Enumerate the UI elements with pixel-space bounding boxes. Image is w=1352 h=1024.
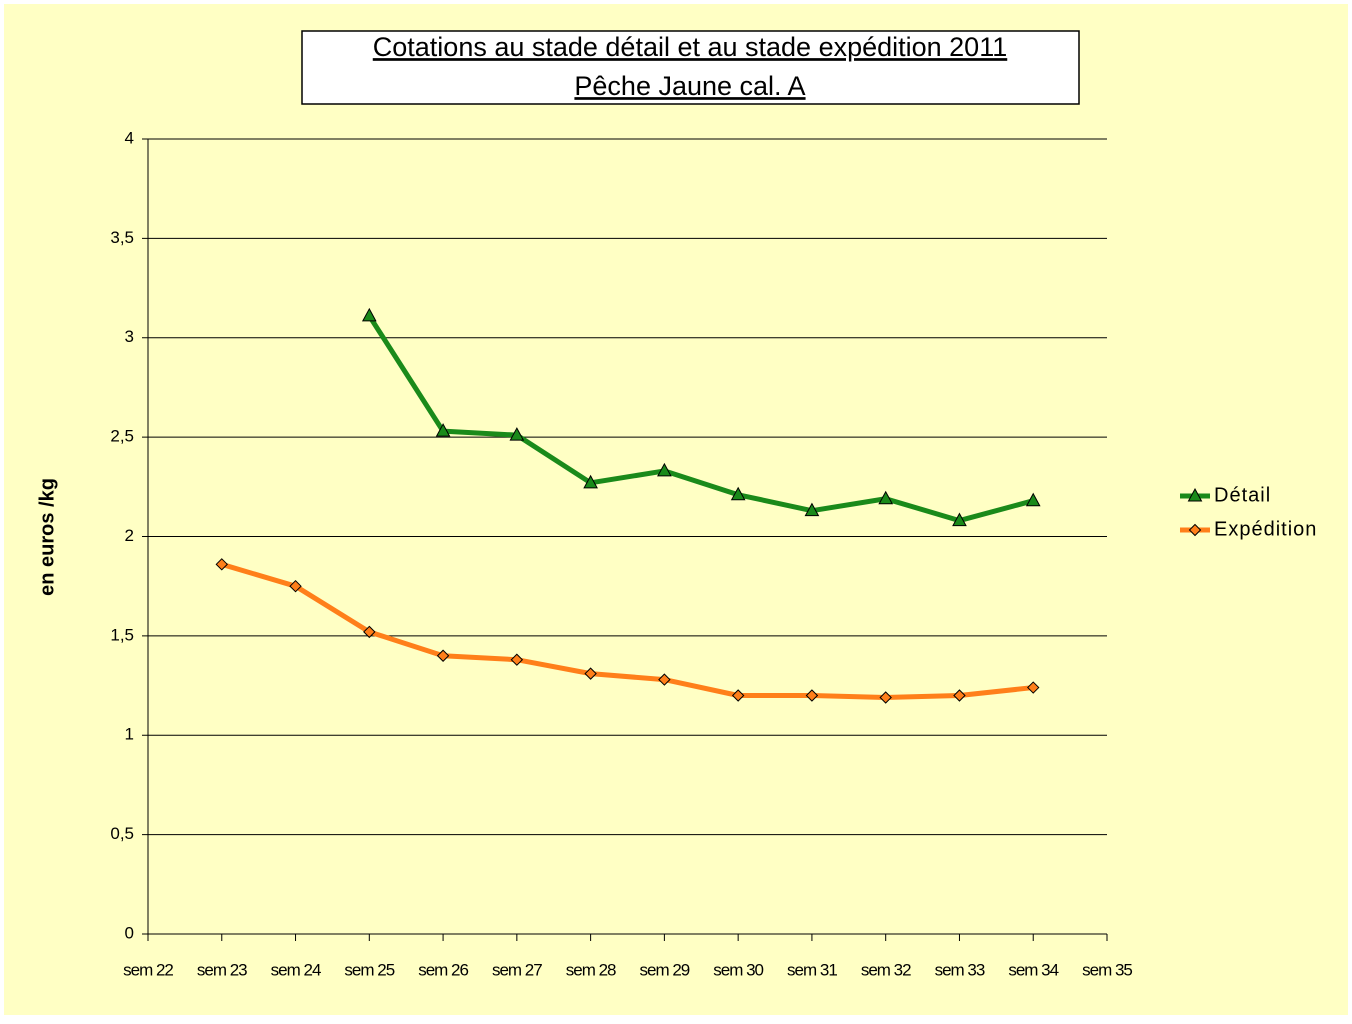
data-point <box>289 579 302 593</box>
y-tick-label: 0 <box>125 923 134 942</box>
data-point <box>509 427 525 441</box>
legend-label: Détail <box>1214 484 1271 506</box>
y-tick-label: 1 <box>125 725 134 744</box>
data-point <box>363 625 376 639</box>
y-tick-label: 0,5 <box>110 824 134 843</box>
data-point <box>805 689 819 702</box>
x-tick-label: sem 28 <box>566 960 616 979</box>
y-tick-label: 4 <box>125 128 134 147</box>
data-point <box>1027 681 1040 694</box>
x-tick-label: sem 35 <box>1082 960 1132 979</box>
y-tick-label: 3 <box>125 327 134 346</box>
data-point <box>879 691 892 704</box>
x-tick-label: sem 26 <box>418 960 468 979</box>
data-point <box>436 649 450 662</box>
data-point <box>952 512 967 527</box>
legend-marker <box>1188 523 1202 537</box>
data-point <box>730 486 746 501</box>
data-point <box>435 423 451 437</box>
x-tick-label: sem 30 <box>713 960 763 979</box>
x-tick-label: sem 27 <box>492 960 542 979</box>
title-box <box>301 30 1080 105</box>
y-tick-label: 1,5 <box>110 625 134 644</box>
x-tick-label: sem 23 <box>197 960 247 979</box>
data-point <box>583 474 598 489</box>
data-point <box>731 689 745 702</box>
data-point <box>510 653 524 666</box>
y-tick-label: 2 <box>125 526 134 545</box>
x-tick-label: sem 31 <box>787 960 837 979</box>
data-point <box>657 462 672 477</box>
y-axis-label: en euros /kg <box>36 478 58 596</box>
chart-subtitle: Pêche Jaune cal. A <box>574 71 805 101</box>
series-line <box>221 561 1034 700</box>
series-line <box>367 314 1034 524</box>
x-tick-label: sem 32 <box>861 960 911 979</box>
x-tick-label: sem 25 <box>344 960 394 979</box>
data-point <box>658 673 671 686</box>
y-tick-label: 2,5 <box>110 427 134 446</box>
data-point <box>953 689 966 702</box>
data-point <box>804 502 820 517</box>
x-tick-label: sem 34 <box>1008 960 1058 979</box>
chart-title: Cotations au stade détail et au stade ex… <box>373 32 1007 62</box>
data-point <box>361 307 377 322</box>
x-tick-label: sem 29 <box>640 960 690 979</box>
data-point <box>215 558 228 571</box>
x-tick-label: sem 24 <box>271 960 321 979</box>
data-point <box>1025 492 1041 507</box>
x-tick-label: sem 33 <box>935 960 985 979</box>
x-tick-label: sem 22 <box>123 960 173 979</box>
data-point <box>878 490 894 505</box>
y-tick-label: 3,5 <box>110 228 134 247</box>
data-point <box>584 667 597 680</box>
chart-background <box>4 4 1348 1015</box>
legend-label: Expédition <box>1214 518 1317 540</box>
legend-marker <box>1187 487 1203 502</box>
